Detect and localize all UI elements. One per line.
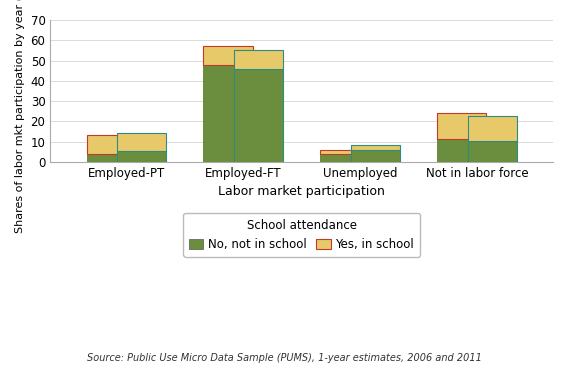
Bar: [86, 154, 136, 162]
Bar: [234, 69, 283, 162]
Bar: [351, 150, 400, 162]
Bar: [86, 135, 136, 154]
Bar: [437, 113, 486, 138]
Bar: [203, 65, 253, 162]
Bar: [467, 141, 517, 162]
Bar: [234, 51, 283, 69]
Bar: [351, 145, 400, 150]
Bar: [437, 138, 486, 162]
Bar: [467, 116, 517, 141]
X-axis label: Labor market participation: Labor market participation: [218, 185, 385, 198]
Bar: [203, 46, 253, 65]
Bar: [117, 151, 166, 162]
Text: Source: Public Use Micro Data Sample (PUMS), 1-year estimates, 2006 and 2011: Source: Public Use Micro Data Sample (PU…: [86, 354, 482, 363]
Bar: [320, 150, 369, 154]
Y-axis label: Shares of labor mkt participation by year (percent): Shares of labor mkt participation by yea…: [15, 0, 25, 233]
Bar: [320, 154, 369, 162]
Legend: No, not in school, Yes, in school: No, not in school, Yes, in school: [183, 213, 420, 257]
Bar: [117, 134, 166, 151]
